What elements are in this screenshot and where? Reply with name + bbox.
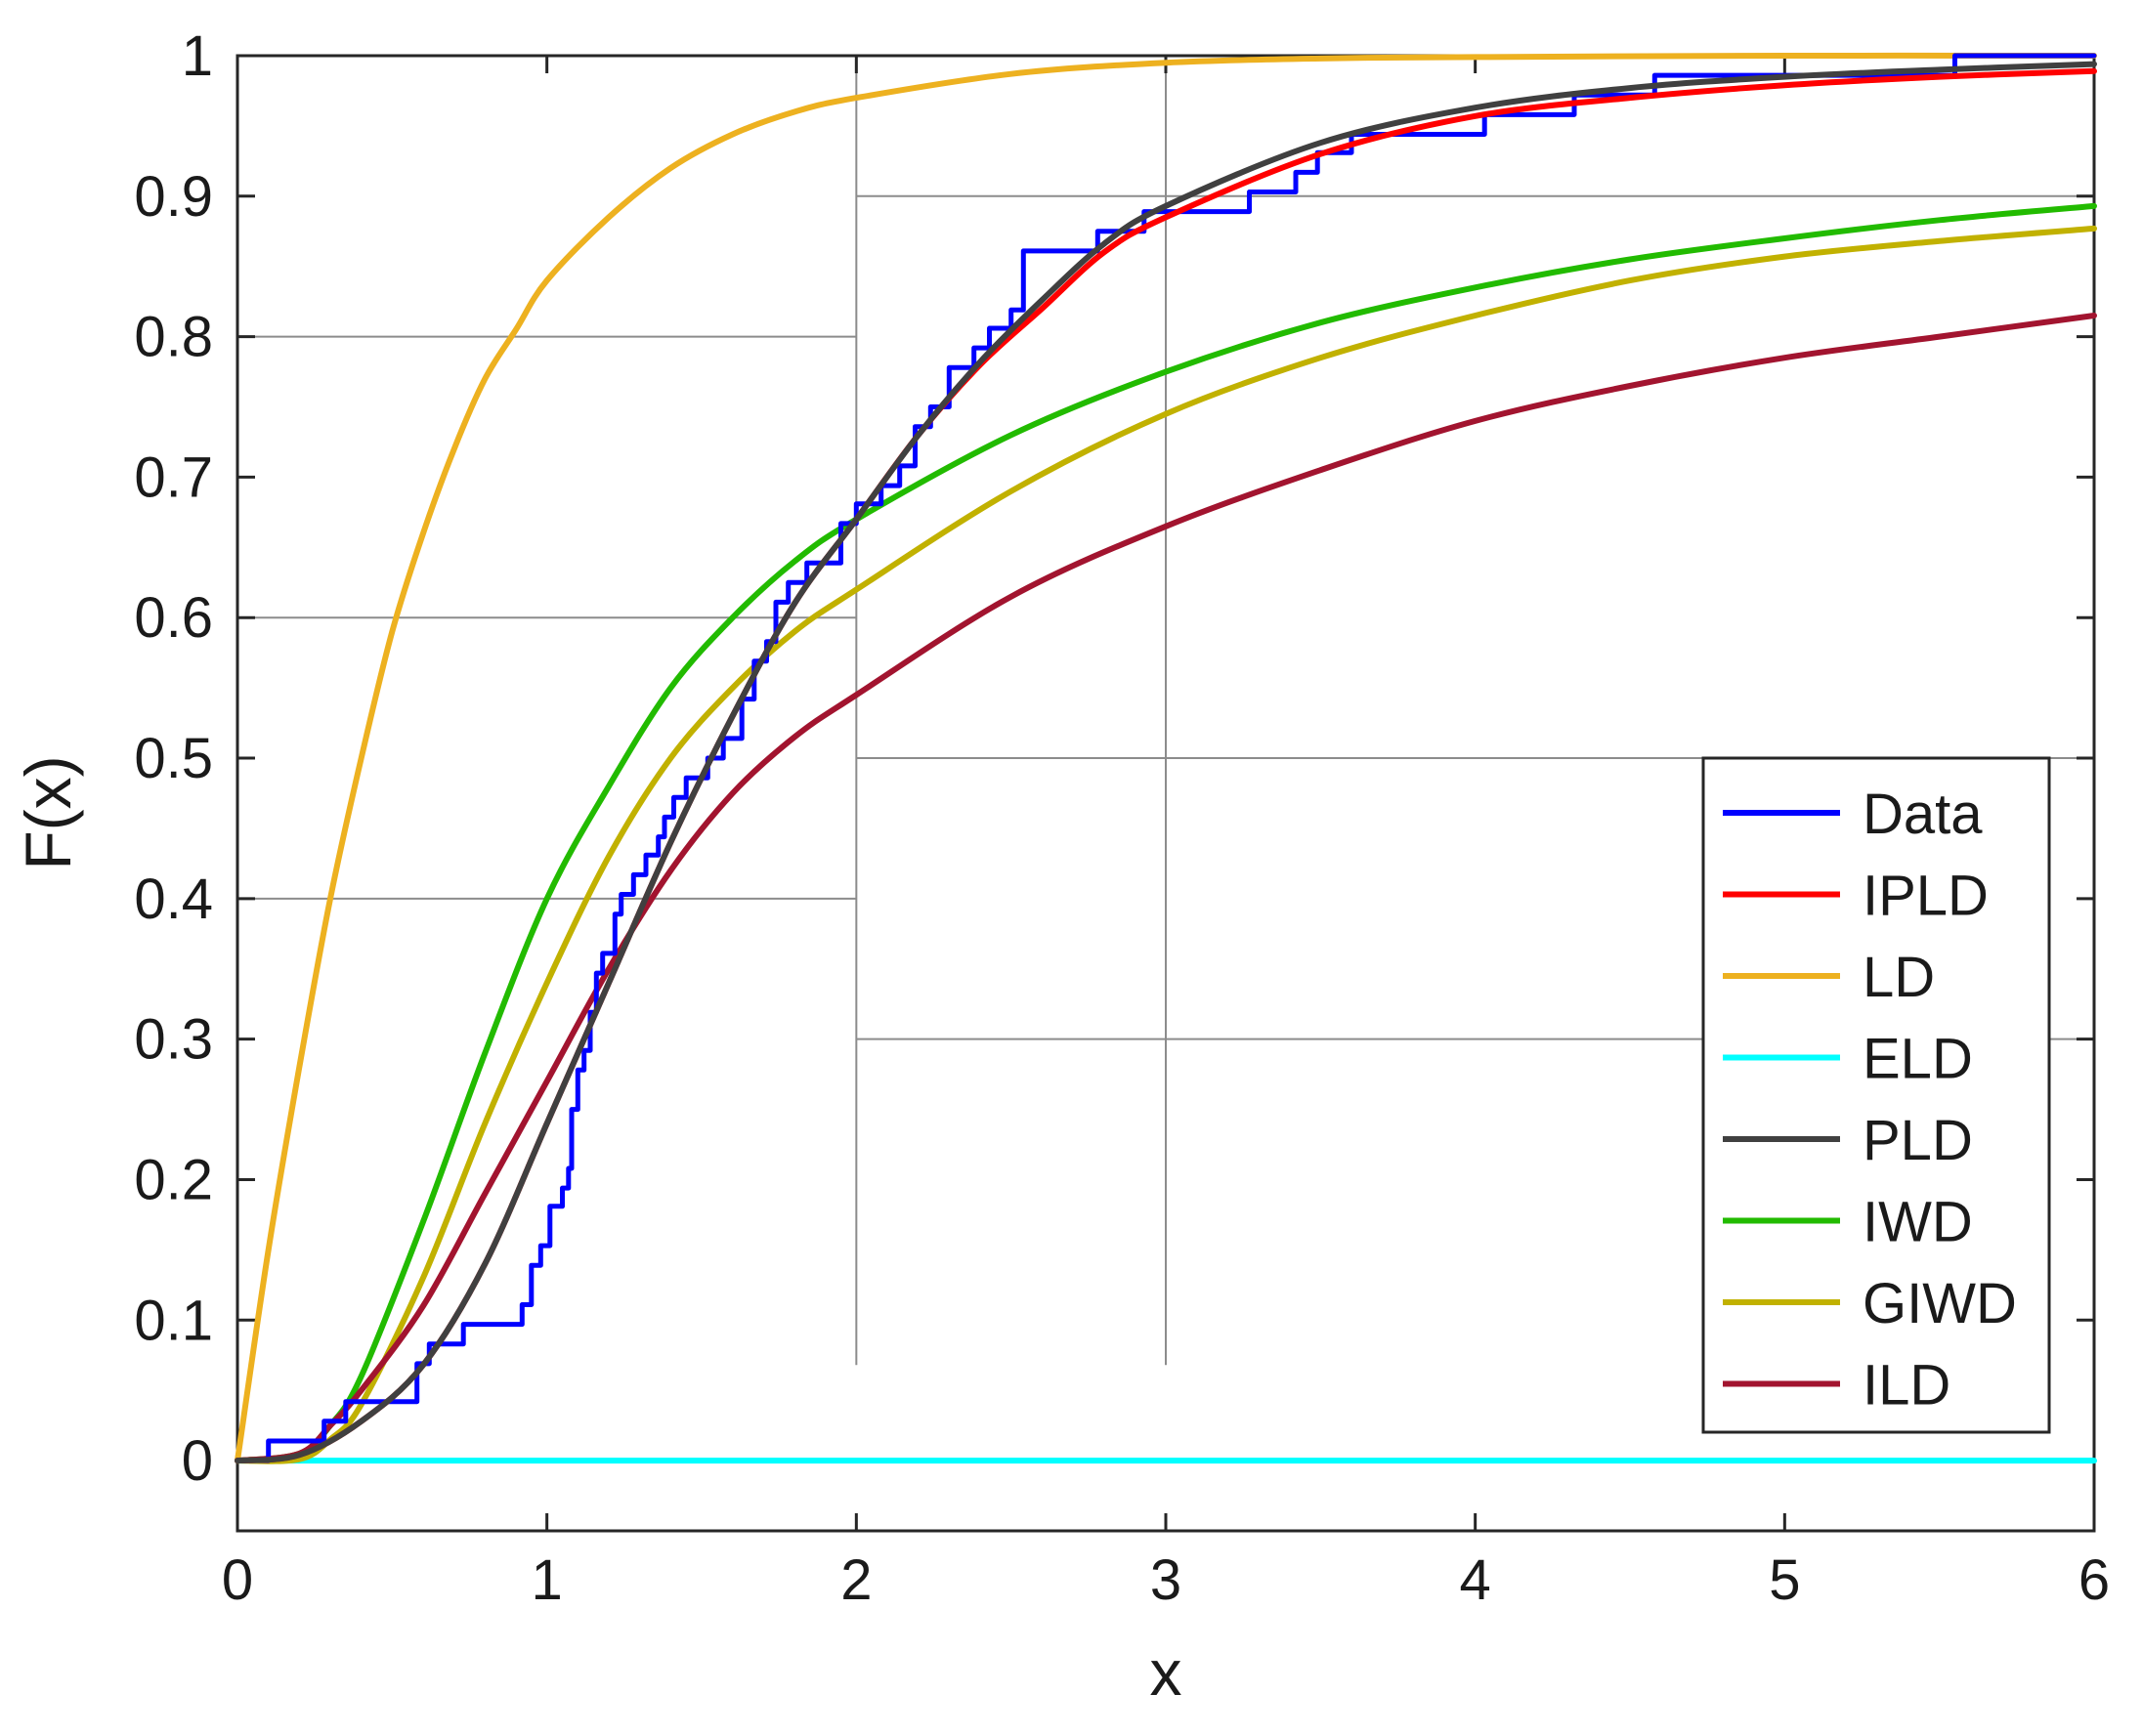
axis-ticks — [236, 54, 2096, 1531]
x-axis-label: x — [1150, 1636, 1182, 1709]
series-giwd-line — [235, 225, 2097, 1464]
series-iwd-line — [235, 202, 2097, 1464]
x-tick-label: 2 — [840, 1548, 872, 1612]
y-tick-label: 0.2 — [134, 1148, 213, 1211]
legend-item-data: Data — [1723, 783, 1983, 846]
y-tick-label: 0 — [182, 1429, 213, 1493]
legend-item-giwd: GIWD — [1723, 1272, 2017, 1335]
y-tick-label: 0.5 — [134, 727, 213, 790]
legend-label: LD — [1863, 946, 1935, 1009]
y-axis-label: F(x) — [12, 755, 84, 869]
series-pld-line — [235, 61, 2097, 1464]
legend-item-ld: LD — [1723, 946, 1935, 1009]
x-tick-label: 1 — [532, 1548, 563, 1612]
series-lines — [235, 52, 2097, 1464]
legend-label: GIWD — [1863, 1272, 2017, 1335]
y-tick-label: 0.4 — [134, 868, 213, 931]
legend-item-eld: ELD — [1723, 1028, 1973, 1091]
legend-label: ELD — [1863, 1028, 1973, 1091]
legend-label: IWD — [1863, 1191, 1973, 1254]
y-tick-label: 1 — [182, 24, 213, 88]
legend-label: Data — [1863, 783, 1983, 846]
y-tick-label: 0.9 — [134, 165, 213, 229]
legend-label: IPLD — [1863, 865, 1989, 928]
x-tick-label: 0 — [222, 1548, 253, 1612]
y-tick-label: 0.7 — [134, 445, 213, 509]
series-ld-line — [235, 52, 2097, 1464]
legend-box — [1701, 756, 2051, 1434]
legend: Data IPLD LD ELD PLD IWD GIWD ILD — [1701, 756, 2051, 1434]
legend-item-pld: PLD — [1723, 1109, 1973, 1172]
legend-item-iwd: IWD — [1723, 1191, 1973, 1254]
y-tick-label: 0.6 — [134, 586, 213, 650]
y-tick-label: 0.1 — [134, 1289, 213, 1352]
x-tick-label: 4 — [1460, 1548, 1491, 1612]
legend-item-ipld: IPLD — [1723, 865, 1989, 928]
legend-label: ILD — [1863, 1354, 1950, 1418]
y-tick-label: 0.3 — [134, 1008, 213, 1072]
y-tick-label: 0.8 — [134, 306, 213, 369]
series-ild-line — [235, 313, 2097, 1464]
x-tick-label: 6 — [2078, 1548, 2110, 1612]
x-tick-label: 3 — [1150, 1548, 1181, 1612]
tick-labels: 0 1 2 3 4 5 6 0 0.1 0.2 0.3 0.4 0.5 0.6 0.7 0.8 0.9 1 — [134, 24, 2110, 1612]
legend-label: PLD — [1863, 1109, 1973, 1172]
x-tick-label: 5 — [1769, 1548, 1800, 1612]
legend-item-ild: ILD — [1723, 1354, 1950, 1418]
